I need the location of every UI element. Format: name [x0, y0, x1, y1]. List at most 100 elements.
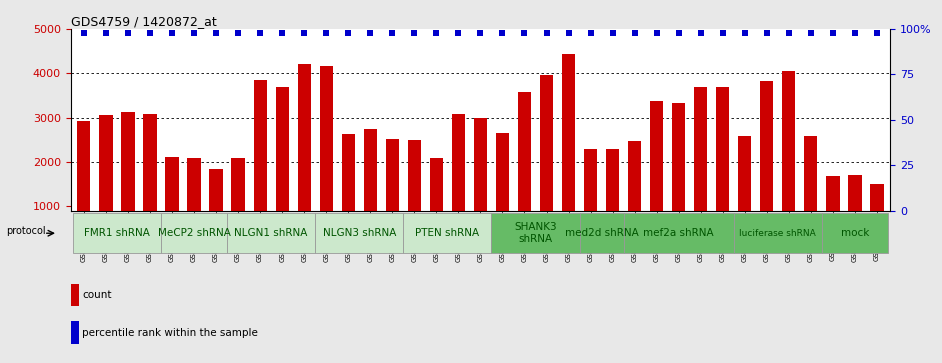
- Point: [275, 30, 290, 36]
- Point: [825, 30, 840, 36]
- Bar: [804, 136, 818, 250]
- Point: [539, 30, 554, 36]
- Point: [341, 30, 356, 36]
- Bar: [716, 87, 729, 250]
- Point: [473, 30, 488, 36]
- Bar: [821, 213, 888, 253]
- Bar: [849, 175, 862, 250]
- Bar: [99, 115, 112, 250]
- Bar: [474, 118, 487, 250]
- Point: [627, 30, 642, 36]
- Bar: [540, 75, 553, 250]
- Point: [165, 30, 180, 36]
- Bar: [316, 213, 403, 253]
- Point: [605, 30, 620, 36]
- Point: [649, 30, 664, 36]
- Text: NLGN1 shRNA: NLGN1 shRNA: [235, 228, 308, 238]
- Bar: [870, 184, 884, 250]
- Text: SHANK3
shRNA: SHANK3 shRNA: [514, 223, 557, 244]
- Point: [407, 30, 422, 36]
- Point: [451, 30, 466, 36]
- Bar: [408, 140, 421, 250]
- Point: [781, 30, 796, 36]
- Point: [187, 30, 202, 36]
- Point: [583, 30, 598, 36]
- Text: percentile rank within the sample: percentile rank within the sample: [83, 327, 258, 338]
- Bar: [584, 148, 597, 250]
- Point: [738, 30, 753, 36]
- Point: [429, 30, 444, 36]
- Point: [318, 30, 333, 36]
- Bar: [275, 87, 289, 250]
- Bar: [430, 158, 443, 250]
- Point: [121, 30, 136, 36]
- Point: [495, 30, 510, 36]
- Bar: [187, 158, 201, 250]
- Bar: [624, 213, 734, 253]
- Text: luciferase shRNA: luciferase shRNA: [739, 229, 816, 238]
- Point: [848, 30, 863, 36]
- Point: [297, 30, 312, 36]
- Bar: [694, 87, 707, 250]
- Point: [363, 30, 378, 36]
- Point: [517, 30, 532, 36]
- Point: [208, 30, 223, 36]
- Text: PTEN shRNA: PTEN shRNA: [415, 228, 479, 238]
- Text: GDS4759 / 1420872_at: GDS4759 / 1420872_at: [71, 15, 217, 28]
- Point: [98, 30, 113, 36]
- Bar: [71, 321, 79, 344]
- Bar: [161, 213, 227, 253]
- Point: [561, 30, 577, 36]
- Bar: [253, 80, 267, 250]
- Text: mock: mock: [841, 228, 869, 238]
- Point: [715, 30, 730, 36]
- Bar: [650, 101, 663, 250]
- Bar: [495, 133, 509, 250]
- Point: [76, 30, 91, 36]
- Bar: [166, 157, 179, 250]
- Point: [384, 30, 399, 36]
- Text: FMR1 shRNA: FMR1 shRNA: [84, 228, 150, 238]
- Bar: [342, 134, 355, 250]
- Point: [142, 30, 157, 36]
- Text: protocol: protocol: [6, 226, 45, 236]
- Bar: [492, 213, 579, 253]
- Bar: [364, 129, 377, 250]
- Bar: [739, 136, 752, 250]
- Bar: [760, 81, 773, 250]
- Bar: [452, 114, 465, 250]
- Bar: [782, 71, 795, 250]
- Bar: [227, 213, 316, 253]
- Bar: [734, 213, 821, 253]
- Point: [252, 30, 268, 36]
- Text: NLGN3 shRNA: NLGN3 shRNA: [322, 228, 396, 238]
- Text: med2d shRNA: med2d shRNA: [564, 228, 639, 238]
- Bar: [518, 92, 531, 250]
- Bar: [826, 176, 839, 250]
- Bar: [143, 114, 156, 250]
- Point: [671, 30, 686, 36]
- Bar: [672, 103, 685, 250]
- Bar: [628, 142, 642, 250]
- Bar: [73, 213, 161, 253]
- Bar: [319, 66, 333, 250]
- Text: MeCP2 shRNA: MeCP2 shRNA: [157, 228, 231, 238]
- Text: count: count: [83, 290, 112, 300]
- Bar: [606, 150, 619, 250]
- Point: [869, 30, 885, 36]
- Bar: [298, 65, 311, 250]
- Point: [231, 30, 246, 36]
- Point: [804, 30, 819, 36]
- Bar: [77, 121, 90, 250]
- Point: [693, 30, 708, 36]
- Bar: [232, 158, 245, 250]
- Bar: [122, 112, 135, 250]
- Bar: [71, 284, 79, 306]
- Point: [759, 30, 774, 36]
- Bar: [385, 139, 398, 250]
- Bar: [579, 213, 624, 253]
- Bar: [209, 169, 222, 250]
- Bar: [562, 54, 576, 250]
- Text: mef2a shRNA: mef2a shRNA: [643, 228, 714, 238]
- Bar: [403, 213, 492, 253]
